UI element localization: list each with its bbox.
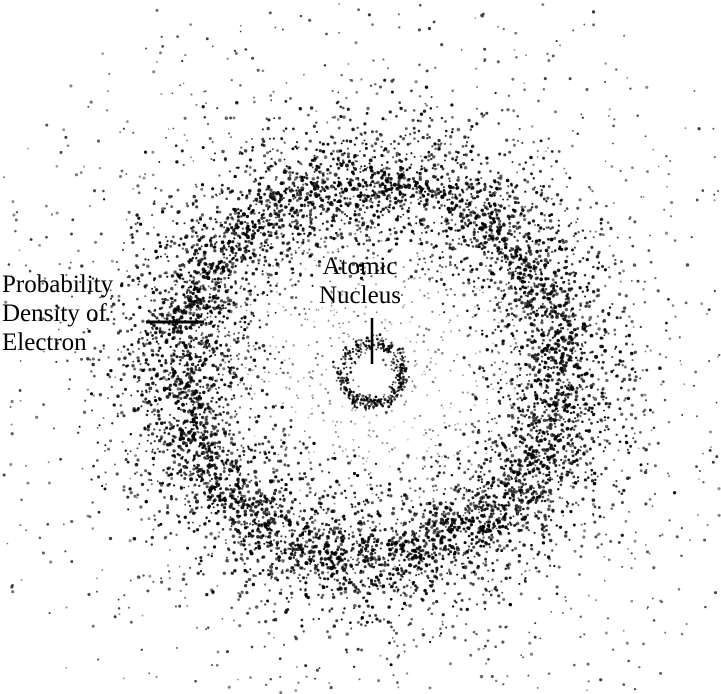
atomic-nucleus-label: Atomic Nucleus — [319, 252, 401, 310]
density-label-line-1: Probability — [2, 271, 114, 298]
density-label-line-2: Density of — [2, 300, 107, 327]
probability-density-label: Probability Density of Electron — [2, 270, 113, 357]
atomic-nucleus — [332, 333, 411, 414]
nucleus-label-line-1: Atomic — [322, 253, 398, 280]
nucleus-label-line-2: Nucleus — [319, 282, 401, 309]
density-label-line-3: Electron — [2, 329, 87, 356]
